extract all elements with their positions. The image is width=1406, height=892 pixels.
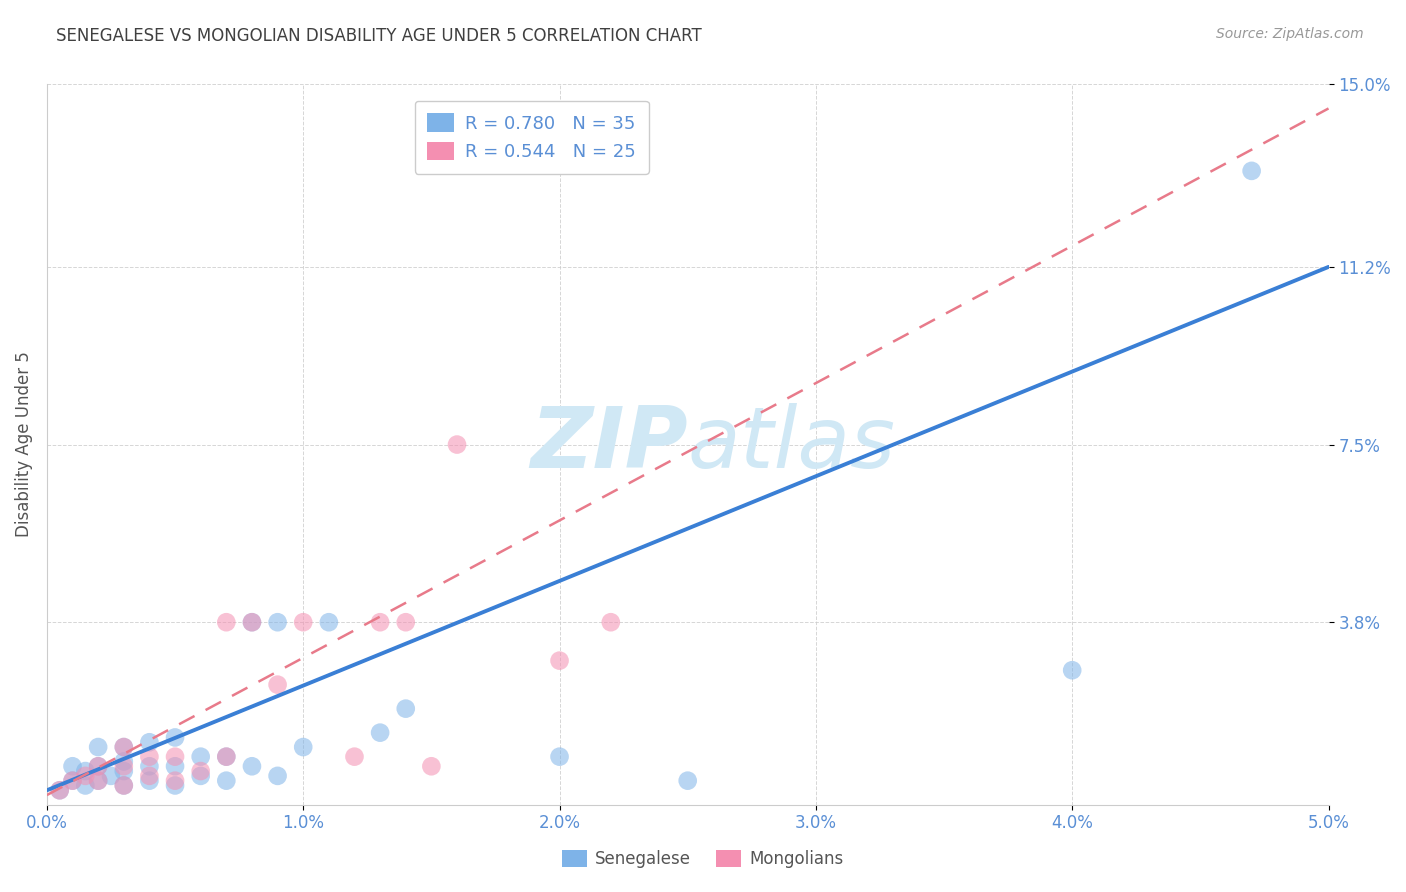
- Point: [266, 769, 288, 783]
- Point: [112, 740, 135, 755]
- Legend: Senegalese, Mongolians: Senegalese, Mongolians: [555, 843, 851, 875]
- Point: [420, 759, 443, 773]
- Text: ZIP: ZIP: [530, 403, 688, 486]
- Point: [190, 749, 212, 764]
- Point: [165, 773, 187, 788]
- Point: [165, 779, 187, 793]
- Point: [87, 740, 110, 755]
- Point: [395, 615, 418, 630]
- Legend: R = 0.780   N = 35, R = 0.544   N = 25: R = 0.780 N = 35, R = 0.544 N = 25: [415, 101, 648, 174]
- Y-axis label: Disability Age Under 5: Disability Age Under 5: [15, 351, 32, 538]
- Point: [62, 773, 84, 788]
- Point: [112, 779, 135, 793]
- Point: [87, 773, 110, 788]
- Point: [395, 701, 418, 715]
- Point: [138, 769, 160, 783]
- Point: [112, 779, 135, 793]
- Point: [368, 615, 391, 630]
- Point: [190, 764, 212, 778]
- Point: [240, 615, 263, 630]
- Point: [87, 759, 110, 773]
- Point: [112, 740, 135, 755]
- Point: [343, 749, 366, 764]
- Point: [548, 749, 571, 764]
- Point: [676, 773, 699, 788]
- Point: [138, 773, 160, 788]
- Point: [112, 759, 135, 773]
- Point: [48, 783, 70, 797]
- Point: [446, 437, 468, 451]
- Point: [165, 759, 187, 773]
- Text: Source: ZipAtlas.com: Source: ZipAtlas.com: [1216, 27, 1364, 41]
- Point: [165, 731, 187, 745]
- Point: [48, 783, 70, 797]
- Point: [1240, 164, 1263, 178]
- Point: [138, 735, 160, 749]
- Point: [87, 773, 110, 788]
- Point: [138, 749, 160, 764]
- Point: [87, 759, 110, 773]
- Point: [215, 615, 238, 630]
- Point: [112, 755, 135, 769]
- Point: [266, 615, 288, 630]
- Point: [368, 725, 391, 739]
- Point: [138, 759, 160, 773]
- Point: [75, 769, 97, 783]
- Point: [1062, 663, 1084, 677]
- Point: [292, 740, 315, 755]
- Point: [215, 749, 238, 764]
- Point: [112, 764, 135, 778]
- Point: [215, 749, 238, 764]
- Point: [75, 779, 97, 793]
- Point: [266, 678, 288, 692]
- Point: [75, 764, 97, 778]
- Point: [292, 615, 315, 630]
- Point: [599, 615, 621, 630]
- Text: SENEGALESE VS MONGOLIAN DISABILITY AGE UNDER 5 CORRELATION CHART: SENEGALESE VS MONGOLIAN DISABILITY AGE U…: [56, 27, 702, 45]
- Point: [165, 749, 187, 764]
- Point: [240, 759, 263, 773]
- Point: [240, 615, 263, 630]
- Text: atlas: atlas: [688, 403, 896, 486]
- Point: [318, 615, 340, 630]
- Point: [100, 769, 122, 783]
- Point: [548, 654, 571, 668]
- Point: [190, 769, 212, 783]
- Point: [62, 773, 84, 788]
- Point: [62, 759, 84, 773]
- Point: [215, 773, 238, 788]
